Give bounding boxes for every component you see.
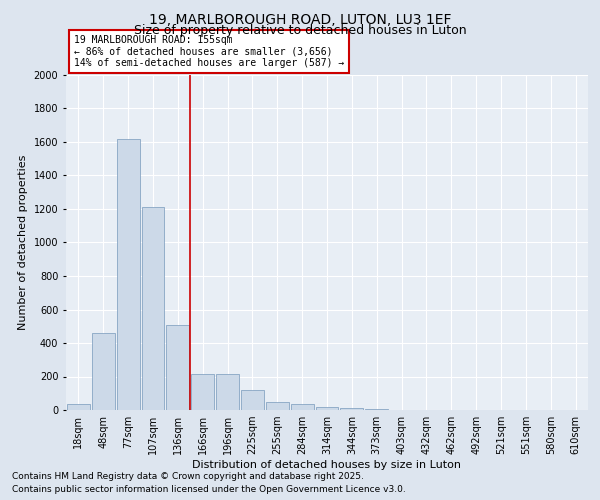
Bar — [340, 408, 363, 410]
X-axis label: Distribution of detached houses by size in Luton: Distribution of detached houses by size … — [193, 460, 461, 470]
Text: 19, MARLBOROUGH ROAD, LUTON, LU3 1EF: 19, MARLBOROUGH ROAD, LUTON, LU3 1EF — [149, 12, 451, 26]
Bar — [241, 390, 264, 410]
Bar — [92, 333, 115, 410]
Bar — [191, 374, 214, 410]
Text: Size of property relative to detached houses in Luton: Size of property relative to detached ho… — [134, 24, 466, 37]
Y-axis label: Number of detached properties: Number of detached properties — [18, 155, 28, 330]
Bar — [166, 324, 189, 410]
Bar — [117, 138, 140, 410]
Text: 19 MARLBOROUGH ROAD: 155sqm
← 86% of detached houses are smaller (3,656)
14% of : 19 MARLBOROUGH ROAD: 155sqm ← 86% of det… — [74, 35, 344, 68]
Text: Contains HM Land Registry data © Crown copyright and database right 2025.: Contains HM Land Registry data © Crown c… — [12, 472, 364, 481]
Bar — [266, 402, 289, 410]
Bar — [316, 406, 338, 410]
Bar — [291, 404, 314, 410]
Text: Contains public sector information licensed under the Open Government Licence v3: Contains public sector information licen… — [12, 485, 406, 494]
Bar — [216, 374, 239, 410]
Bar — [142, 208, 164, 410]
Bar — [67, 404, 90, 410]
